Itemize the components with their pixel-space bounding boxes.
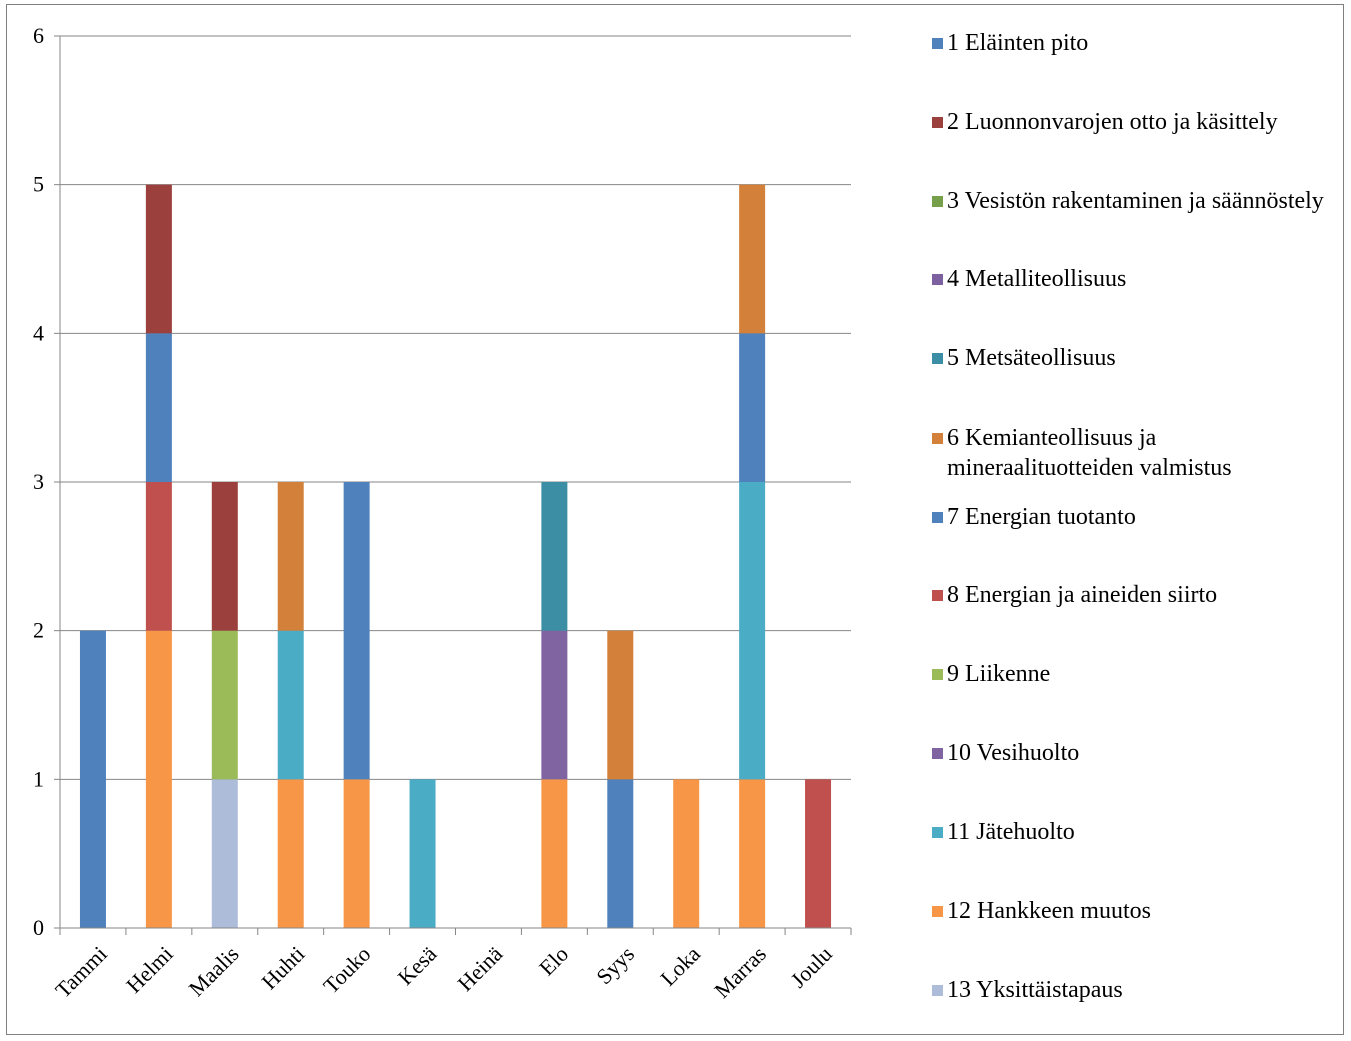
- x-tick-label-loka: Loka: [655, 941, 705, 991]
- bar-helmi-segment-4: [145, 184, 172, 334]
- bar-marras-segment-4: [739, 184, 766, 334]
- legend-label-7: 7 Energian tuotanto: [947, 504, 1136, 530]
- bar-marras-segment-3: [739, 333, 766, 482]
- legend-item-4: 4 Metalliteollisuus: [932, 264, 1126, 294]
- legend-item-7: 7 Energian tuotanto: [932, 502, 1136, 532]
- y-tick-label-6: 6: [33, 23, 44, 48]
- bar-maalis-segment-3: [211, 482, 238, 631]
- legend-swatch-3: [932, 196, 943, 207]
- legend-label-12: 12 Hankkeen muutos: [947, 898, 1151, 924]
- bar-huhti-segment-2: [277, 630, 304, 780]
- bar-loka-segment-1: [673, 779, 700, 928]
- bar-elo-segment-1: [541, 779, 568, 928]
- legend-swatch-8: [932, 590, 943, 601]
- legend-item-8: 8 Energian ja aineiden siirto: [932, 580, 1217, 610]
- y-tick-label-4: 4: [33, 320, 44, 345]
- legend-swatch-1: [932, 38, 943, 49]
- bar-helmi-segment-1: [145, 630, 172, 928]
- bar-maalis-segment-1: [211, 779, 238, 928]
- legend-item-2: 2 Luonnonvarojen otto ja käsittely: [932, 107, 1278, 137]
- x-tick-labels: Tammi Helmi Maalis Huhti Touko Kesä Heinä Elo Sy…: [50, 941, 837, 1003]
- bar-touko-segment-2: [343, 482, 370, 780]
- legend-label-4: 4 Metalliteollisuus: [947, 266, 1127, 292]
- y-tick-label-3: 3: [33, 469, 44, 494]
- x-tick-label-elo: Elo: [534, 941, 573, 980]
- bar-helmi-segment-2: [145, 482, 172, 631]
- legend-item-11: 11 Jätehuolto: [932, 817, 1075, 847]
- y-tick-label-1: 1: [33, 766, 44, 791]
- x-tick-label-heinä: Heinä: [452, 941, 507, 996]
- legend-label-1: 1 Eläinten pito: [947, 30, 1089, 56]
- bar-kesä-segment-1: [409, 779, 436, 928]
- bar-syys-segment-2: [607, 630, 634, 780]
- x-tick-label-syys: Syys: [591, 941, 639, 989]
- x-tick-label-kesä: Kesä: [393, 941, 442, 990]
- legend-label-9: 9 Liikenne: [947, 661, 1051, 687]
- legend-label-13: 13 Yksittäistapaus: [947, 977, 1123, 1003]
- bar-huhti-segment-1: [277, 779, 304, 928]
- legend-item-10: 10 Vesihuolto: [932, 738, 1079, 768]
- legend-item-3: 3 Vesistön rakentaminen ja säännöstely: [932, 186, 1324, 216]
- legend-swatch-11: [932, 827, 943, 838]
- legend-swatch-9: [932, 669, 943, 680]
- legend-item-1: 1 Eläinten pito: [932, 28, 1088, 58]
- legend-swatch-12: [932, 906, 943, 917]
- bar-marras-segment-1: [739, 779, 766, 928]
- bar-elo-segment-3: [541, 482, 568, 631]
- bar-elo-segment-2: [541, 630, 568, 780]
- y-tick-labels: 0 1 2 3 4 5 6: [33, 23, 44, 940]
- legend-item-13: 13 Yksittäistapaus: [932, 975, 1123, 1005]
- legend: 1 Eläinten pito 2 Luonnonvarojen otto ja…: [932, 0, 1342, 1041]
- legend-swatch-10: [932, 748, 943, 759]
- y-tick-label-5: 5: [33, 172, 44, 197]
- legend-swatch-5: [932, 353, 943, 364]
- legend-item-6: 6 Kemianteollisuus ja mineraalituotteide…: [932, 423, 1327, 483]
- bar-syys-segment-1: [607, 779, 634, 928]
- x-tick-label-touko: Touko: [318, 941, 375, 998]
- legend-label-6: 6 Kemianteollisuus ja mineraalituotteide…: [947, 425, 1232, 481]
- legend-item-5: 5 Metsäteollisuus: [932, 343, 1116, 373]
- y-tick-label-0: 0: [33, 915, 44, 940]
- bar-joulu-segment-1: [805, 779, 832, 928]
- x-tick-label-huhti: Huhti: [256, 941, 309, 994]
- gridlines: [60, 35, 851, 780]
- bar-touko-segment-1: [343, 779, 370, 928]
- x-tick-label-marras: Marras: [709, 941, 771, 1003]
- x-tick-label-helmi: Helmi: [121, 941, 178, 998]
- bar-helmi-segment-3: [145, 333, 172, 482]
- legend-label-2: 2 Luonnonvarojen otto ja käsittely: [947, 109, 1278, 135]
- bar-marras-segment-2: [739, 482, 766, 780]
- legend-swatch-7: [932, 512, 943, 523]
- x-tick-label-joulu: Joulu: [785, 941, 836, 992]
- legend-label-5: 5 Metsäteollisuus: [947, 345, 1116, 371]
- legend-label-10: 10 Vesihuolto: [947, 740, 1080, 766]
- legend-label-3: 3 Vesistön rakentaminen ja säännöstely: [947, 188, 1324, 214]
- legend-item-9: 9 Liikenne: [932, 659, 1050, 689]
- legend-swatch-6: [932, 433, 943, 444]
- y-tick-label-2: 2: [33, 618, 44, 643]
- legend-label-8: 8 Energian ja aineiden siirto: [947, 582, 1218, 608]
- legend-item-12: 12 Hankkeen muutos: [932, 896, 1151, 926]
- x-tick-label-tammi: Tammi: [50, 941, 112, 1003]
- bar-huhti-segment-3: [277, 482, 304, 631]
- bar-maalis-segment-2: [211, 630, 238, 780]
- legend-swatch-13: [932, 985, 943, 996]
- legend-swatch-4: [932, 274, 943, 285]
- legend-label-11: 11 Jätehuolto: [947, 819, 1075, 845]
- axes: [54, 35, 852, 935]
- bars: [79, 184, 832, 928]
- x-tick-label-maalis: Maalis: [184, 941, 244, 1001]
- bar-tammi-segment-1: [79, 630, 106, 928]
- legend-swatch-2: [932, 117, 943, 128]
